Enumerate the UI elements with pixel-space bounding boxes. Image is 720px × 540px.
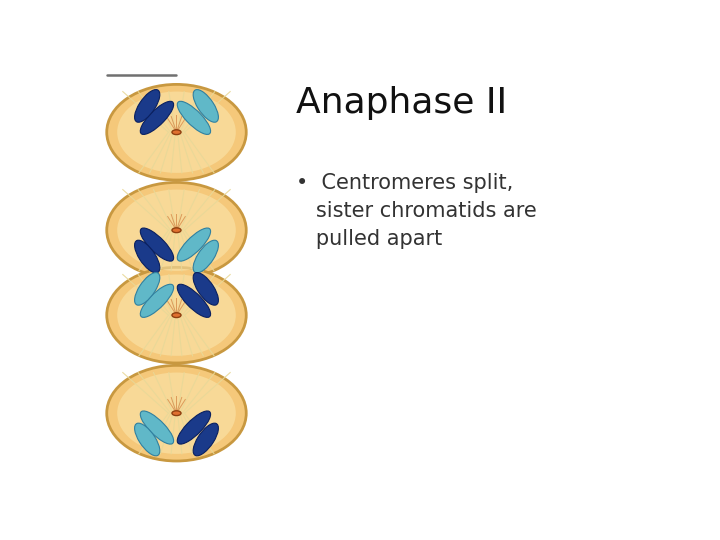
Ellipse shape xyxy=(107,84,246,180)
Ellipse shape xyxy=(172,130,181,134)
Ellipse shape xyxy=(172,313,181,318)
Ellipse shape xyxy=(193,423,218,456)
Ellipse shape xyxy=(135,423,160,456)
Ellipse shape xyxy=(140,411,174,444)
Ellipse shape xyxy=(135,240,160,273)
Ellipse shape xyxy=(107,267,246,363)
Ellipse shape xyxy=(193,240,218,273)
Text: •  Centromeres split,
   sister chromatids are
   pulled apart: • Centromeres split, sister chromatids a… xyxy=(297,173,537,249)
Ellipse shape xyxy=(117,92,235,173)
Ellipse shape xyxy=(193,90,218,122)
Ellipse shape xyxy=(177,228,211,261)
Ellipse shape xyxy=(135,273,160,305)
Ellipse shape xyxy=(172,411,181,416)
Ellipse shape xyxy=(193,273,218,305)
Ellipse shape xyxy=(177,411,211,444)
Ellipse shape xyxy=(140,228,174,261)
Ellipse shape xyxy=(107,366,246,461)
Ellipse shape xyxy=(177,284,211,318)
Ellipse shape xyxy=(140,284,174,318)
Ellipse shape xyxy=(177,102,211,134)
Ellipse shape xyxy=(117,373,235,454)
Ellipse shape xyxy=(140,102,174,134)
Ellipse shape xyxy=(107,183,246,278)
Ellipse shape xyxy=(117,274,235,356)
Ellipse shape xyxy=(117,190,235,271)
Ellipse shape xyxy=(135,90,160,122)
Ellipse shape xyxy=(172,228,181,233)
Text: Anaphase II: Anaphase II xyxy=(297,85,508,119)
